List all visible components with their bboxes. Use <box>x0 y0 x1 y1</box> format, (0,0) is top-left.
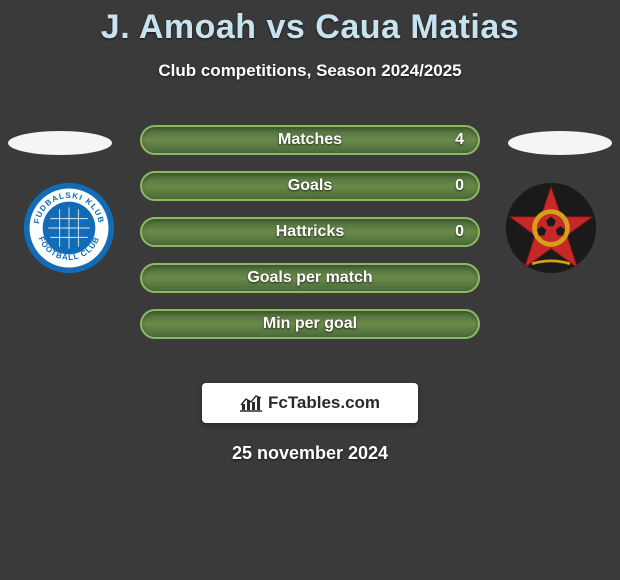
player-pedestal-left <box>8 131 112 155</box>
stat-row-goals-per-match: Goals per match <box>140 263 480 293</box>
branding-text: FcTables.com <box>268 393 380 413</box>
stat-label: Matches <box>278 131 342 149</box>
stat-row-matches: Matches 4 <box>140 125 480 155</box>
page-subtitle: Club competitions, Season 2024/2025 <box>0 61 620 81</box>
stat-label: Goals per match <box>247 269 372 287</box>
comparison-arena: FUDBALSKI KLUB FOOTBALL CLUB <box>0 109 620 369</box>
club-logo-right <box>504 181 598 275</box>
stat-row-goals: Goals 0 <box>140 171 480 201</box>
stat-label: Goals <box>288 177 332 195</box>
stat-label: Min per goal <box>263 315 357 333</box>
chart-icon <box>240 394 262 412</box>
stat-row-min-per-goal: Min per goal <box>140 309 480 339</box>
page-title: J. Amoah vs Caua Matias <box>0 0 620 47</box>
branding-badge[interactable]: FcTables.com <box>202 383 418 423</box>
date-text: 25 november 2024 <box>0 443 620 464</box>
player-pedestal-right <box>508 131 612 155</box>
stat-right-value: 0 <box>455 223 464 241</box>
club-logo-left: FUDBALSKI KLUB FOOTBALL CLUB <box>22 181 116 275</box>
stat-row-hattricks: Hattricks 0 <box>140 217 480 247</box>
stat-rows: Matches 4 Goals 0 Hattricks 0 Goals per … <box>140 125 480 355</box>
stat-right-value: 4 <box>455 131 464 149</box>
stat-label: Hattricks <box>276 223 344 241</box>
stat-right-value: 0 <box>455 177 464 195</box>
